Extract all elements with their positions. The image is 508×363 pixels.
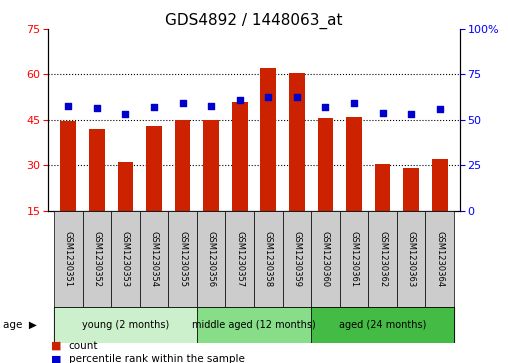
- Bar: [282, 211, 311, 307]
- Bar: [111, 211, 140, 307]
- Text: GSM1230363: GSM1230363: [407, 231, 416, 287]
- Text: GSM1230354: GSM1230354: [149, 231, 158, 287]
- Point: [236, 97, 244, 103]
- Bar: [54, 211, 83, 307]
- Point: [93, 105, 101, 111]
- Point: [121, 111, 130, 117]
- Text: ■: ■: [51, 340, 61, 351]
- Point: [350, 101, 358, 106]
- Bar: [146, 126, 162, 211]
- Bar: [432, 159, 448, 211]
- Bar: [340, 211, 368, 307]
- Text: young (2 months): young (2 months): [82, 320, 169, 330]
- Bar: [346, 117, 362, 211]
- Text: GSM1230355: GSM1230355: [178, 231, 187, 287]
- Text: GSM1230357: GSM1230357: [235, 231, 244, 287]
- Bar: [368, 211, 397, 307]
- Point: [378, 110, 387, 116]
- Point: [150, 104, 158, 110]
- Bar: [254, 211, 282, 307]
- Point: [322, 104, 330, 110]
- Bar: [197, 307, 311, 343]
- Text: GSM1230359: GSM1230359: [293, 231, 301, 287]
- Text: ■: ■: [51, 354, 61, 363]
- Text: GSM1230361: GSM1230361: [350, 231, 359, 287]
- Bar: [226, 211, 254, 307]
- Bar: [375, 164, 391, 211]
- Text: GSM1230353: GSM1230353: [121, 231, 130, 287]
- Bar: [311, 307, 454, 343]
- Text: age  ▶: age ▶: [3, 320, 37, 330]
- Bar: [318, 118, 333, 211]
- Text: GSM1230362: GSM1230362: [378, 231, 387, 287]
- Point: [436, 106, 444, 112]
- Bar: [54, 307, 197, 343]
- Bar: [83, 211, 111, 307]
- Bar: [232, 102, 247, 211]
- Point: [64, 103, 72, 109]
- Text: aged (24 months): aged (24 months): [339, 320, 426, 330]
- Bar: [426, 211, 454, 307]
- Bar: [203, 120, 219, 211]
- Bar: [140, 211, 168, 307]
- Bar: [60, 121, 76, 211]
- Text: percentile rank within the sample: percentile rank within the sample: [69, 354, 244, 363]
- Text: GSM1230356: GSM1230356: [207, 231, 215, 287]
- Bar: [311, 211, 340, 307]
- Bar: [197, 211, 226, 307]
- Text: GSM1230351: GSM1230351: [64, 231, 73, 287]
- Bar: [117, 162, 133, 211]
- Bar: [289, 73, 305, 211]
- Point: [264, 94, 272, 100]
- Bar: [261, 68, 276, 211]
- Point: [293, 94, 301, 100]
- Point: [407, 111, 415, 117]
- Bar: [403, 168, 419, 211]
- Text: GSM1230360: GSM1230360: [321, 231, 330, 287]
- Bar: [397, 211, 425, 307]
- Point: [178, 101, 186, 106]
- Text: GSM1230352: GSM1230352: [92, 231, 101, 287]
- Bar: [175, 120, 190, 211]
- Text: count: count: [69, 340, 98, 351]
- Text: middle aged (12 months): middle aged (12 months): [192, 320, 316, 330]
- Text: GSM1230364: GSM1230364: [435, 231, 444, 287]
- Text: GSM1230358: GSM1230358: [264, 231, 273, 287]
- Point: [207, 103, 215, 109]
- Text: GDS4892 / 1448063_at: GDS4892 / 1448063_at: [165, 13, 343, 29]
- Bar: [89, 129, 105, 211]
- Bar: [168, 211, 197, 307]
